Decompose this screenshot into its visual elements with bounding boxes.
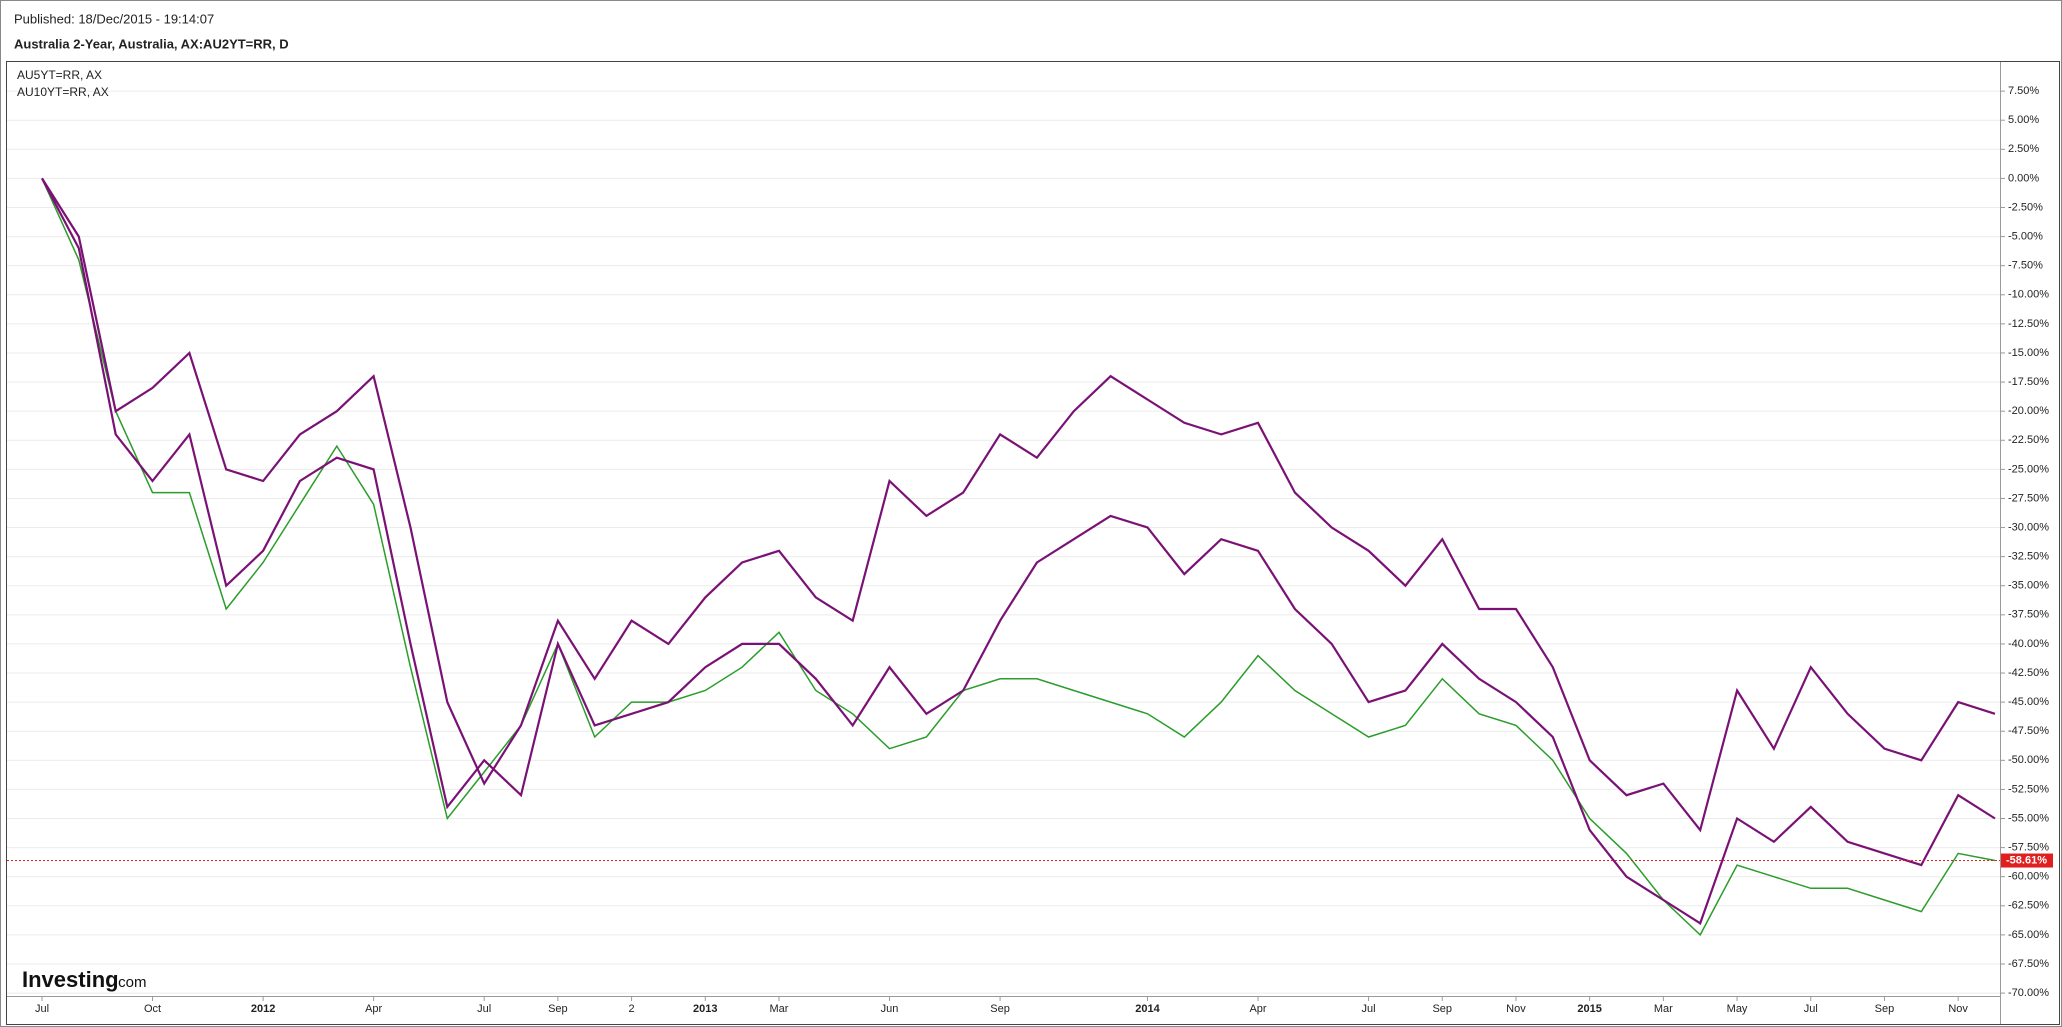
x-tick-label: 2 xyxy=(629,1003,635,1015)
y-tick-label: -32.50% xyxy=(2008,551,2049,563)
y-tick-label: -10.00% xyxy=(2008,289,2049,301)
y-tick-label: -7.50% xyxy=(2008,260,2043,272)
x-tick-label: Sep xyxy=(1432,1003,1452,1015)
x-tick-label: 2015 xyxy=(1577,1003,1601,1015)
y-tick-label: -52.50% xyxy=(2008,783,2049,795)
y-tick-label: -27.50% xyxy=(2008,492,2049,504)
logo: Investing xyxy=(22,967,119,992)
x-tick-label: 2013 xyxy=(693,1003,717,1015)
legend-entry: AU5YT=RR, AX xyxy=(17,68,102,82)
y-tick-label: -15.00% xyxy=(2008,347,2049,359)
y-tick-label: 7.50% xyxy=(2008,85,2039,97)
x-tick-label: Jun xyxy=(881,1003,899,1015)
y-tick-label: -42.50% xyxy=(2008,667,2049,679)
x-tick-label: Sep xyxy=(1875,1003,1895,1015)
y-tick-label: -22.50% xyxy=(2008,434,2049,446)
x-tick-label: Mar xyxy=(1654,1003,1673,1015)
x-tick-label: May xyxy=(1727,1003,1748,1015)
logo-suffix: .com xyxy=(114,974,147,991)
y-tick-label: -67.50% xyxy=(2008,958,2049,970)
x-tick-label: Jul xyxy=(35,1003,49,1015)
x-tick-label: Jul xyxy=(477,1003,491,1015)
published: Published: 18/Dec/2015 - 19:14:07 xyxy=(14,11,214,26)
x-tick-label: Sep xyxy=(548,1003,568,1015)
x-tick-label: Nov xyxy=(1948,1003,1968,1015)
y-tick-label: -12.50% xyxy=(2008,318,2049,330)
y-tick-label: 2.50% xyxy=(2008,143,2039,155)
y-tick-label: -2.50% xyxy=(2008,201,2043,213)
x-tick-label: Jul xyxy=(1362,1003,1376,1015)
x-tick-label: Oct xyxy=(144,1003,161,1015)
y-tick-label: -45.00% xyxy=(2008,696,2049,708)
x-tick-label: 2012 xyxy=(251,1003,275,1015)
x-tick-label: Apr xyxy=(365,1003,382,1015)
x-tick-label: Apr xyxy=(1249,1003,1266,1015)
y-tick-label: -50.00% xyxy=(2008,754,2049,766)
y-tick-label: -20.00% xyxy=(2008,405,2049,417)
chart-frame xyxy=(6,61,2060,1025)
y-tick-label: -40.00% xyxy=(2008,638,2049,650)
chart-title: Australia 2-Year, Australia, AX:AU2YT=RR… xyxy=(14,36,289,51)
series-line xyxy=(41,177,1996,833)
x-tick-label: 2014 xyxy=(1135,1003,1160,1015)
x-tick-label: Jul xyxy=(1804,1003,1818,1015)
y-tick-label: 5.00% xyxy=(2008,114,2039,126)
y-tick-label: -37.50% xyxy=(2008,609,2049,621)
legend-entry: AU10YT=RR, AX xyxy=(17,85,109,99)
current-label-bg xyxy=(2001,853,2053,868)
series-line xyxy=(41,178,1996,937)
y-tick-label: -17.50% xyxy=(2008,376,2049,388)
y-tick-label: -30.00% xyxy=(2008,521,2049,533)
x-tick-label: Mar xyxy=(770,1003,789,1015)
y-tick-label: -60.00% xyxy=(2008,871,2049,883)
x-tick-label: Sep xyxy=(990,1003,1010,1015)
y-tick-label: -62.50% xyxy=(2008,900,2049,912)
y-tick-label: -5.00% xyxy=(2008,230,2043,242)
series-line xyxy=(41,177,1996,925)
y-tick-label: -55.00% xyxy=(2008,812,2049,824)
y-tick-label: -70.00% xyxy=(2008,987,2049,999)
current-label: -58.61% xyxy=(2006,854,2047,866)
y-tick-label: 0.00% xyxy=(2008,172,2039,184)
y-tick-label: -35.00% xyxy=(2008,580,2049,592)
x-tick-label: Nov xyxy=(1506,1003,1526,1015)
y-tick-label: -25.00% xyxy=(2008,463,2049,475)
y-tick-label: -57.50% xyxy=(2008,842,2049,854)
y-tick-label: -65.00% xyxy=(2008,929,2049,941)
y-tick-label: -47.50% xyxy=(2008,725,2049,737)
